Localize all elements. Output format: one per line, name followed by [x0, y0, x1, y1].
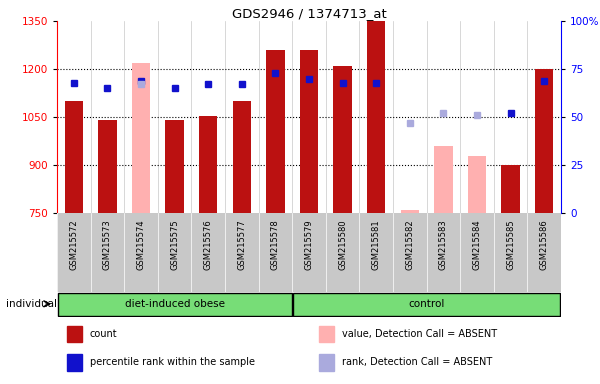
Bar: [67, 326, 82, 343]
Text: percentile rank within the sample: percentile rank within the sample: [90, 357, 255, 367]
Bar: [535, 69, 553, 213]
Text: GSM215577: GSM215577: [238, 219, 247, 270]
Text: diet-induced obese: diet-induced obese: [125, 299, 224, 309]
Text: GSM215575: GSM215575: [170, 219, 179, 270]
Text: control: control: [409, 299, 445, 309]
Bar: [334, 66, 352, 213]
Text: GSM215584: GSM215584: [473, 219, 482, 270]
Text: value, Detection Call = ABSENT: value, Detection Call = ABSENT: [342, 329, 497, 339]
Text: GSM215582: GSM215582: [406, 219, 415, 270]
Bar: [319, 354, 334, 371]
Bar: [199, 116, 217, 213]
Text: GSM215583: GSM215583: [439, 219, 448, 270]
Bar: [58, 293, 292, 316]
Bar: [233, 101, 251, 213]
Bar: [468, 156, 486, 213]
Bar: [293, 293, 560, 316]
Bar: [401, 210, 419, 213]
Text: GSM215573: GSM215573: [103, 219, 112, 270]
Bar: [132, 63, 150, 213]
Text: GSM215580: GSM215580: [338, 219, 347, 270]
Text: GSM215585: GSM215585: [506, 219, 515, 270]
Bar: [166, 120, 184, 213]
Bar: [65, 101, 83, 213]
Text: GSM215572: GSM215572: [70, 219, 78, 270]
Text: GSM215576: GSM215576: [204, 219, 212, 270]
Bar: [98, 120, 116, 213]
Text: count: count: [90, 329, 118, 339]
Bar: [434, 146, 452, 213]
Text: GSM215586: GSM215586: [540, 219, 549, 270]
Text: GSM215581: GSM215581: [372, 219, 381, 270]
Text: GSM215574: GSM215574: [137, 219, 146, 270]
Title: GDS2946 / 1374713_at: GDS2946 / 1374713_at: [232, 7, 386, 20]
Bar: [367, 21, 385, 213]
Bar: [319, 326, 334, 343]
Bar: [67, 354, 82, 371]
Text: GSM215578: GSM215578: [271, 219, 280, 270]
Bar: [502, 165, 520, 213]
Bar: [300, 50, 318, 213]
Bar: [266, 50, 284, 213]
Text: GSM215579: GSM215579: [305, 219, 314, 270]
Text: individual: individual: [6, 299, 57, 309]
Text: rank, Detection Call = ABSENT: rank, Detection Call = ABSENT: [342, 357, 492, 367]
